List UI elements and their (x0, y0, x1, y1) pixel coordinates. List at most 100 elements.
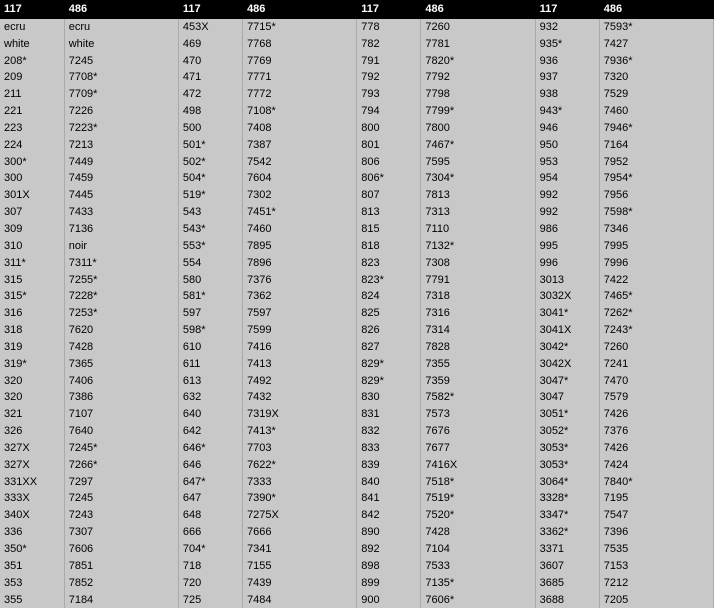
table-cell: 223 (0, 120, 64, 137)
table-cell: 7359 (421, 373, 535, 390)
table-cell: 840 (357, 474, 421, 491)
table-cell: 7416 (243, 339, 357, 356)
table-cell: 597 (178, 305, 242, 322)
table-cell: 899 (357, 575, 421, 592)
table-cell: 498 (178, 103, 242, 120)
table-cell: 830 (357, 389, 421, 406)
table-cell: 3042* (535, 339, 599, 356)
table-cell: 7110 (421, 221, 535, 238)
table-cell: 333X (0, 490, 64, 507)
table-cell: 7851 (64, 558, 178, 575)
table-cell: 7365 (64, 356, 178, 373)
table-cell: 7470 (599, 373, 713, 390)
table-cell: 890 (357, 524, 421, 541)
table-cell: 7390* (243, 490, 357, 507)
table-cell: 7798 (421, 86, 535, 103)
table-cell: 7396 (599, 524, 713, 541)
table-cell: 3052* (535, 423, 599, 440)
table-cell: 841 (357, 490, 421, 507)
table-cell: 208* (0, 53, 64, 70)
table-cell: 996 (535, 255, 599, 272)
table-cell: 813 (357, 204, 421, 221)
table-cell: 7606 (64, 541, 178, 558)
table-cell: 892 (357, 541, 421, 558)
table-cell: 318 (0, 322, 64, 339)
table-cell: 319* (0, 356, 64, 373)
table-cell: 353 (0, 575, 64, 592)
table-cell: 7467* (421, 137, 535, 154)
table-row: 22172264987108*7947799*943*7460 (0, 103, 714, 120)
table-cell: 7223* (64, 120, 178, 137)
table-cell: 7318 (421, 288, 535, 305)
table-cell: 310 (0, 238, 64, 255)
table-cell: 7426 (599, 406, 713, 423)
table-cell: 3688 (535, 592, 599, 608)
table-cell: 7599 (243, 322, 357, 339)
table-cell: 519* (178, 187, 242, 204)
table-cell: 824 (357, 288, 421, 305)
table-cell: 647* (178, 474, 242, 491)
table-cell: 3047 (535, 389, 599, 406)
table-cell: 826 (357, 322, 421, 339)
table-row: 350*7606704*7341892710433717535 (0, 541, 714, 558)
table-row: 3157255*5807376823*779130137422 (0, 272, 714, 289)
table-cell: 7640 (64, 423, 178, 440)
table-cell: 704* (178, 541, 242, 558)
table-cell: 581* (178, 288, 242, 305)
table-cell: 7245 (64, 490, 178, 507)
table-row: 32676406427413*83276763052*7376 (0, 423, 714, 440)
table-cell: 778 (357, 19, 421, 36)
table-cell: 7956 (599, 187, 713, 204)
table-cell: 7677 (421, 440, 535, 457)
header-cell: 486 (243, 0, 357, 19)
table-cell: 935* (535, 36, 599, 53)
table-cell: 7604 (243, 170, 357, 187)
table-cell: 992 (535, 204, 599, 221)
table-cell: 7260 (421, 19, 535, 36)
table-cell: 336 (0, 524, 64, 541)
table-cell: 7243* (599, 322, 713, 339)
table-cell: 7307 (64, 524, 178, 541)
table-cell: 986 (535, 221, 599, 238)
table-cell: 7228* (64, 288, 178, 305)
table-cell: 7781 (421, 36, 535, 53)
table-cell: 300* (0, 154, 64, 171)
table-cell: 7465* (599, 288, 713, 305)
table-cell: 7314 (421, 322, 535, 339)
table-cell: 793 (357, 86, 421, 103)
header-row: 117 486 117 486 117 486 117 486 (0, 0, 714, 19)
table-cell: 7800 (421, 120, 535, 137)
table-row: 353785272074398997135*36857212 (0, 575, 714, 592)
table-row: 30774335437451*81373139927598* (0, 204, 714, 221)
table-cell: 823 (357, 255, 421, 272)
table-cell: 7547 (599, 507, 713, 524)
table-cell: 7620 (64, 322, 178, 339)
table-cell: 3013 (535, 272, 599, 289)
table-cell: 7954* (599, 170, 713, 187)
table-row: 2117709*472777279377989387529 (0, 86, 714, 103)
table-cell: 7768 (243, 36, 357, 53)
table-cell: 7316 (421, 305, 535, 322)
table-cell: ecru (0, 19, 64, 36)
table-cell: 7387 (243, 137, 357, 154)
header-cell: 117 (178, 0, 242, 19)
table-cell: 7302 (243, 187, 357, 204)
table-cell: 613 (178, 373, 242, 390)
table-cell: 7952 (599, 154, 713, 171)
table-row: 327X7266*6467622*8397416X3053*7424 (0, 457, 714, 474)
table-cell: 3607 (535, 558, 599, 575)
table-cell: 7153 (599, 558, 713, 575)
table-cell: 7820* (421, 53, 535, 70)
table-cell: 7518* (421, 474, 535, 491)
table-cell: 7771 (243, 69, 357, 86)
table-cell: 469 (178, 36, 242, 53)
table-cell: 7622* (243, 457, 357, 474)
table-row: 32074066137492829*73593047*7470 (0, 373, 714, 390)
table-cell: 7460 (599, 103, 713, 120)
table-cell: 938 (535, 86, 599, 103)
table-cell: 898 (357, 558, 421, 575)
table-cell: 3042X (535, 356, 599, 373)
table-cell: 331XX (0, 474, 64, 491)
table-cell: 315* (0, 288, 64, 305)
table-cell: 7195 (599, 490, 713, 507)
